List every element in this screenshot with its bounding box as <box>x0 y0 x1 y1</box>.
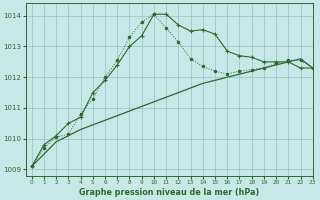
X-axis label: Graphe pression niveau de la mer (hPa): Graphe pression niveau de la mer (hPa) <box>79 188 259 197</box>
